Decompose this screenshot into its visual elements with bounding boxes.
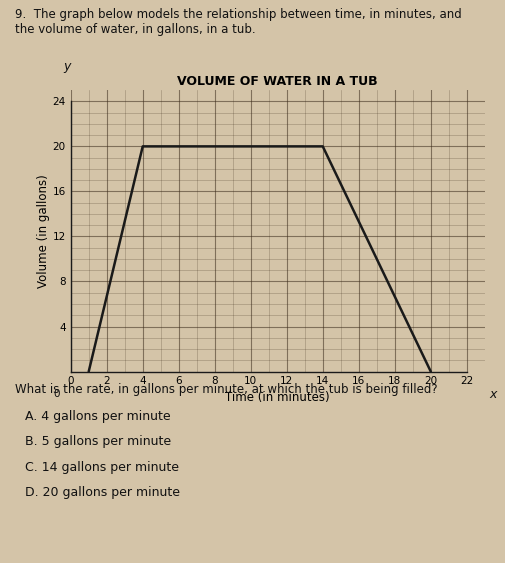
Text: A. 4 gallons per minute: A. 4 gallons per minute <box>25 410 171 423</box>
Text: 9.  The graph below models the relationship between time, in minutes, and
the vo: 9. The graph below models the relationsh… <box>15 8 462 37</box>
Text: D. 20 gallons per minute: D. 20 gallons per minute <box>25 486 180 499</box>
Text: What is the rate, in gallons per minute, at which the tub is being filled?: What is the rate, in gallons per minute,… <box>15 383 438 396</box>
Text: 0: 0 <box>54 389 61 399</box>
Text: y: y <box>63 60 70 73</box>
Title: VOLUME OF WATER IN A TUB: VOLUME OF WATER IN A TUB <box>177 74 378 87</box>
Text: B. 5 gallons per minute: B. 5 gallons per minute <box>25 435 171 448</box>
Text: C. 14 gallons per minute: C. 14 gallons per minute <box>25 461 179 473</box>
Text: x: x <box>489 387 496 401</box>
Y-axis label: Volume (in gallons): Volume (in gallons) <box>37 174 50 288</box>
X-axis label: Time (in minutes): Time (in minutes) <box>225 391 330 404</box>
